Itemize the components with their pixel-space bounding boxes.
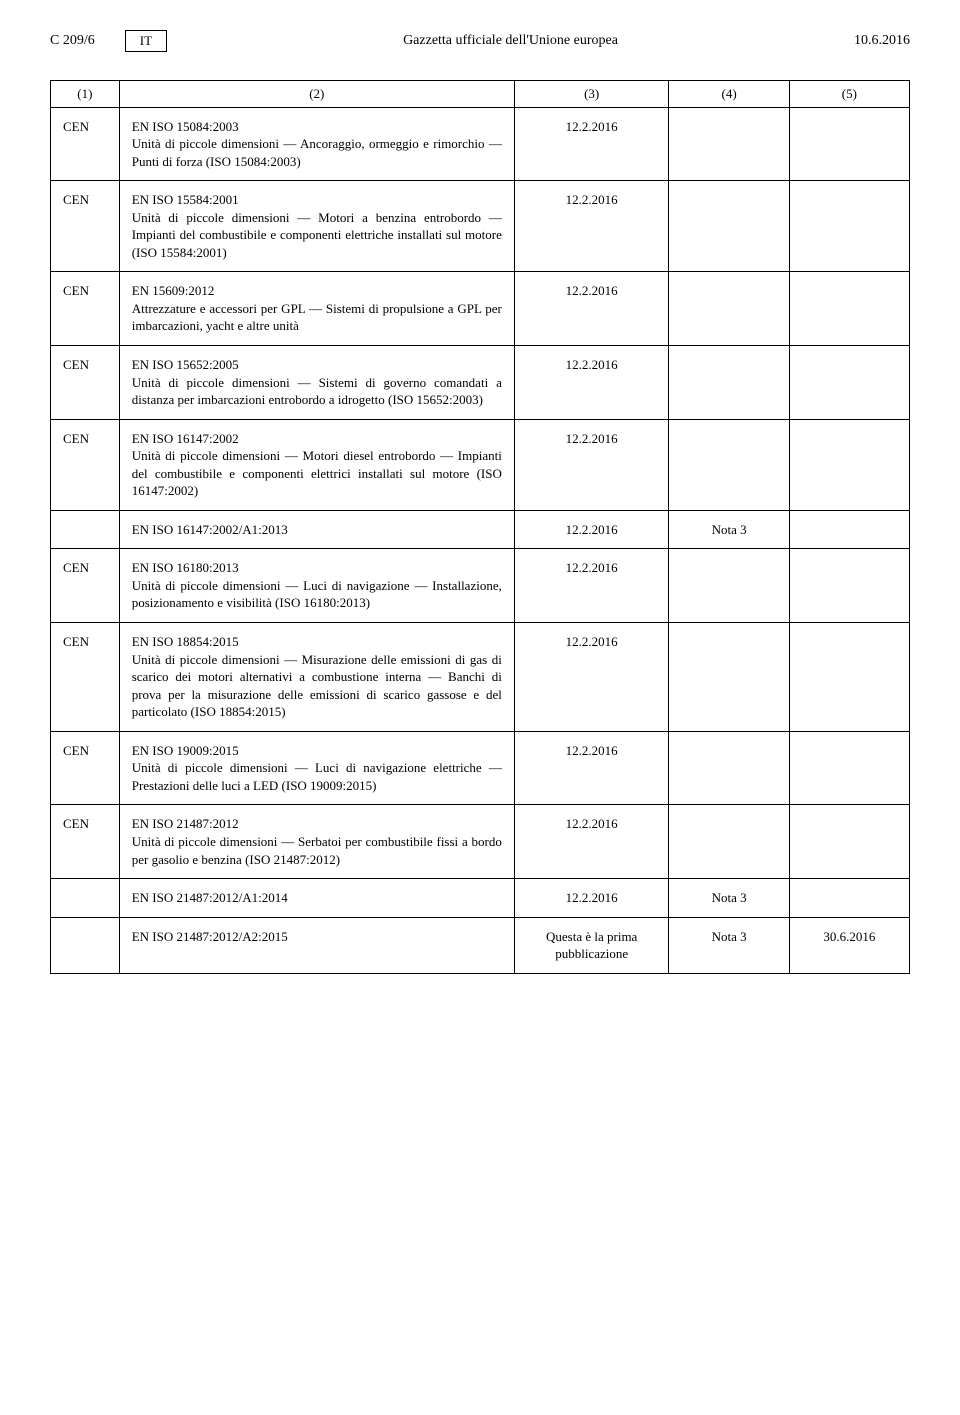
amendment-date: 12.2.2016 xyxy=(514,510,669,549)
org-cell-empty xyxy=(51,510,120,549)
standard-description: Attrezzature e accessori per GPL — Siste… xyxy=(132,300,502,335)
standard-cell: EN 15609:2012Attrezzature e accessori pe… xyxy=(119,272,514,346)
amendment-cessation xyxy=(789,510,909,549)
standard-title: EN ISO 19009:2015 xyxy=(132,742,502,760)
amendment-title: EN ISO 16147:2002/A1:2013 xyxy=(119,510,514,549)
note-cell xyxy=(669,107,789,181)
org-cell: CEN xyxy=(51,419,120,510)
column-header-1: (1) xyxy=(51,81,120,108)
note-cell xyxy=(669,805,789,879)
org-cell: CEN xyxy=(51,346,120,420)
standard-description: Unità di piccole dimensioni — Serbatoi p… xyxy=(132,833,502,868)
amendment-date: 12.2.2016 xyxy=(514,879,669,918)
cessation-cell xyxy=(789,107,909,181)
standard-cell: EN ISO 15584:2001Unità di piccole dimens… xyxy=(119,181,514,272)
column-header-5: (5) xyxy=(789,81,909,108)
cessation-cell xyxy=(789,272,909,346)
standard-title: EN ISO 15652:2005 xyxy=(132,356,502,374)
standard-description: Unità di piccole dimensioni — Sistemi di… xyxy=(132,374,502,409)
org-cell: CEN xyxy=(51,272,120,346)
amendment-note: Nota 3 xyxy=(669,917,789,973)
amendment-cessation xyxy=(789,879,909,918)
date-cell: 12.2.2016 xyxy=(514,272,669,346)
standards-table: (1)(2)(3)(4)(5)CENEN ISO 15084:2003Unità… xyxy=(50,80,910,974)
org-cell: CEN xyxy=(51,805,120,879)
column-header-3: (3) xyxy=(514,81,669,108)
cessation-cell xyxy=(789,623,909,732)
standard-title: EN ISO 15584:2001 xyxy=(132,191,502,209)
amendment-note: Nota 3 xyxy=(669,510,789,549)
org-cell: CEN xyxy=(51,549,120,623)
standard-cell: EN ISO 18854:2015Unità di piccole dimens… xyxy=(119,623,514,732)
standard-title: EN ISO 16180:2013 xyxy=(132,559,502,577)
standard-description: Unità di piccole dimensioni — Luci di na… xyxy=(132,577,502,612)
journal-title: Gazzetta ufficiale dell'Unione europea xyxy=(167,33,854,49)
date-cell: 12.2.2016 xyxy=(514,731,669,805)
amendment-note: Nota 3 xyxy=(669,879,789,918)
org-cell: CEN xyxy=(51,731,120,805)
standard-cell: EN ISO 15084:2003Unità di piccole dimens… xyxy=(119,107,514,181)
date-cell: 12.2.2016 xyxy=(514,107,669,181)
standard-title: EN ISO 16147:2002 xyxy=(132,430,502,448)
note-cell xyxy=(669,181,789,272)
date-cell: 12.2.2016 xyxy=(514,419,669,510)
column-header-4: (4) xyxy=(669,81,789,108)
language-code: IT xyxy=(125,30,167,52)
note-cell xyxy=(669,731,789,805)
cessation-cell xyxy=(789,181,909,272)
standard-cell: EN ISO 19009:2015Unità di piccole dimens… xyxy=(119,731,514,805)
note-cell xyxy=(669,623,789,732)
page-ref: C 209/6 xyxy=(50,33,95,49)
standard-description: Unità di piccole dimensioni — Motori a b… xyxy=(132,209,502,262)
amendment-date: Questa è la prima pubblicazione xyxy=(514,917,669,973)
standard-cell: EN ISO 21487:2012Unità di piccole dimens… xyxy=(119,805,514,879)
note-cell xyxy=(669,346,789,420)
note-cell xyxy=(669,419,789,510)
page-header: C 209/6 IT Gazzetta ufficiale dell'Union… xyxy=(50,30,910,52)
date-cell: 12.2.2016 xyxy=(514,346,669,420)
cessation-cell xyxy=(789,549,909,623)
org-cell: CEN xyxy=(51,623,120,732)
amendment-title: EN ISO 21487:2012/A1:2014 xyxy=(119,879,514,918)
standard-cell: EN ISO 16147:2002Unità di piccole dimens… xyxy=(119,419,514,510)
standard-description: Unità di piccole dimensioni — Misurazion… xyxy=(132,651,502,721)
note-cell xyxy=(669,549,789,623)
note-cell xyxy=(669,272,789,346)
date-cell: 12.2.2016 xyxy=(514,181,669,272)
org-cell: CEN xyxy=(51,181,120,272)
standard-title: EN 15609:2012 xyxy=(132,282,502,300)
cessation-cell xyxy=(789,805,909,879)
header-date: 10.6.2016 xyxy=(854,33,910,49)
date-cell: 12.2.2016 xyxy=(514,805,669,879)
date-cell: 12.2.2016 xyxy=(514,549,669,623)
column-header-2: (2) xyxy=(119,81,514,108)
cessation-cell xyxy=(789,419,909,510)
standard-title: EN ISO 18854:2015 xyxy=(132,633,502,651)
standard-cell: EN ISO 15652:2005Unità di piccole dimens… xyxy=(119,346,514,420)
standard-description: Unità di piccole dimensioni — Luci di na… xyxy=(132,759,502,794)
amendment-title: EN ISO 21487:2012/A2:2015 xyxy=(119,917,514,973)
standard-title: EN ISO 15084:2003 xyxy=(132,118,502,136)
standard-title: EN ISO 21487:2012 xyxy=(132,815,502,833)
standard-cell: EN ISO 16180:2013Unità di piccole dimens… xyxy=(119,549,514,623)
date-cell: 12.2.2016 xyxy=(514,623,669,732)
amendment-cessation: 30.6.2016 xyxy=(789,917,909,973)
standard-description: Unità di piccole dimensioni — Ancoraggio… xyxy=(132,135,502,170)
org-cell-empty xyxy=(51,879,120,918)
org-cell-empty xyxy=(51,917,120,973)
cessation-cell xyxy=(789,731,909,805)
org-cell: CEN xyxy=(51,107,120,181)
standard-description: Unità di piccole dimensioni — Motori die… xyxy=(132,447,502,500)
cessation-cell xyxy=(789,346,909,420)
